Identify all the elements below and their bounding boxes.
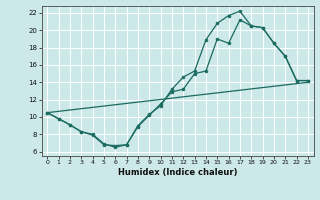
X-axis label: Humidex (Indice chaleur): Humidex (Indice chaleur): [118, 168, 237, 177]
